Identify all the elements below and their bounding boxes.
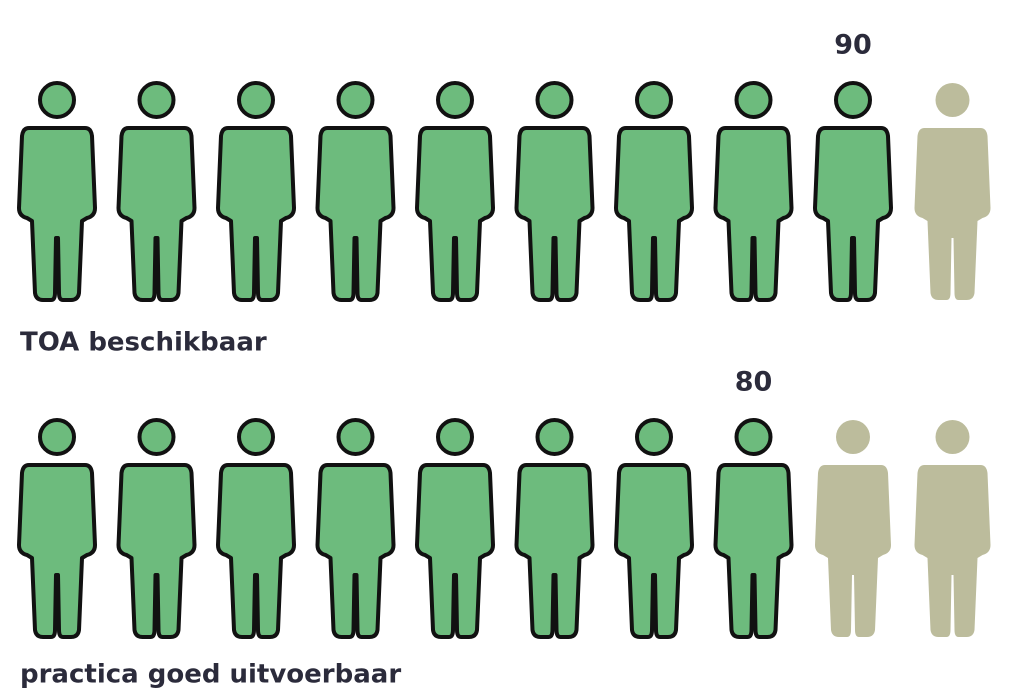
empty-figure [914,83,991,300]
figure-body [514,126,595,302]
figure-head [38,81,76,119]
filled-figure [514,81,595,302]
filled-figure [713,418,794,639]
figure-body [813,126,893,302]
empty-figure [914,420,991,637]
figure-head [436,81,474,119]
figure-head [535,418,574,456]
figure-head [734,81,773,119]
figure-body [315,463,396,639]
figure-head [836,420,870,454]
filled-figure [216,81,296,302]
filled-figure [315,418,396,639]
figure-body [116,463,197,639]
figure-body [614,126,694,302]
figure-body [216,463,296,639]
empty-figure [815,420,891,637]
figure-body [315,126,396,302]
filled-figure [614,81,694,302]
value-label: 90 [834,30,872,61]
filled-figure [17,418,97,639]
figure-head [834,81,872,119]
filled-figure [216,418,296,639]
figure-body [17,126,97,302]
figure-head [535,81,574,119]
figure-head [137,418,176,456]
figure-head [734,418,773,456]
figure-body [914,128,991,300]
filled-figure [415,418,495,639]
figure-body [914,465,991,637]
figure-head [336,81,375,119]
filled-figure [315,81,396,302]
figure-head [635,418,673,456]
figure-body [216,126,296,302]
figure-head [237,418,275,456]
figure-body [415,126,495,302]
figure-body [17,463,97,639]
figure-head [935,420,970,454]
value-label: 80 [735,367,773,398]
figure-body [415,463,495,639]
figure-body [713,463,794,639]
figure-body [514,463,595,639]
figure-body [116,126,197,302]
filled-figure [415,81,495,302]
figure-body [815,465,891,637]
figure-head [935,83,970,117]
figure-head [635,81,673,119]
row-label: TOA beschikbaar [20,328,267,358]
figure-body [713,126,794,302]
filled-figure [713,81,794,302]
figure-head [38,418,76,456]
filled-figure [17,81,97,302]
filled-figure [116,418,197,639]
filled-figure [116,81,197,302]
figure-head [336,418,375,456]
filled-figure [614,418,694,639]
row-label: practica goed uitvoerbaar [20,660,401,690]
figure-head [436,418,474,456]
figure-head [137,81,176,119]
filled-figure [514,418,595,639]
figure-head [237,81,275,119]
figure-body [614,463,694,639]
filled-figure [813,81,893,302]
